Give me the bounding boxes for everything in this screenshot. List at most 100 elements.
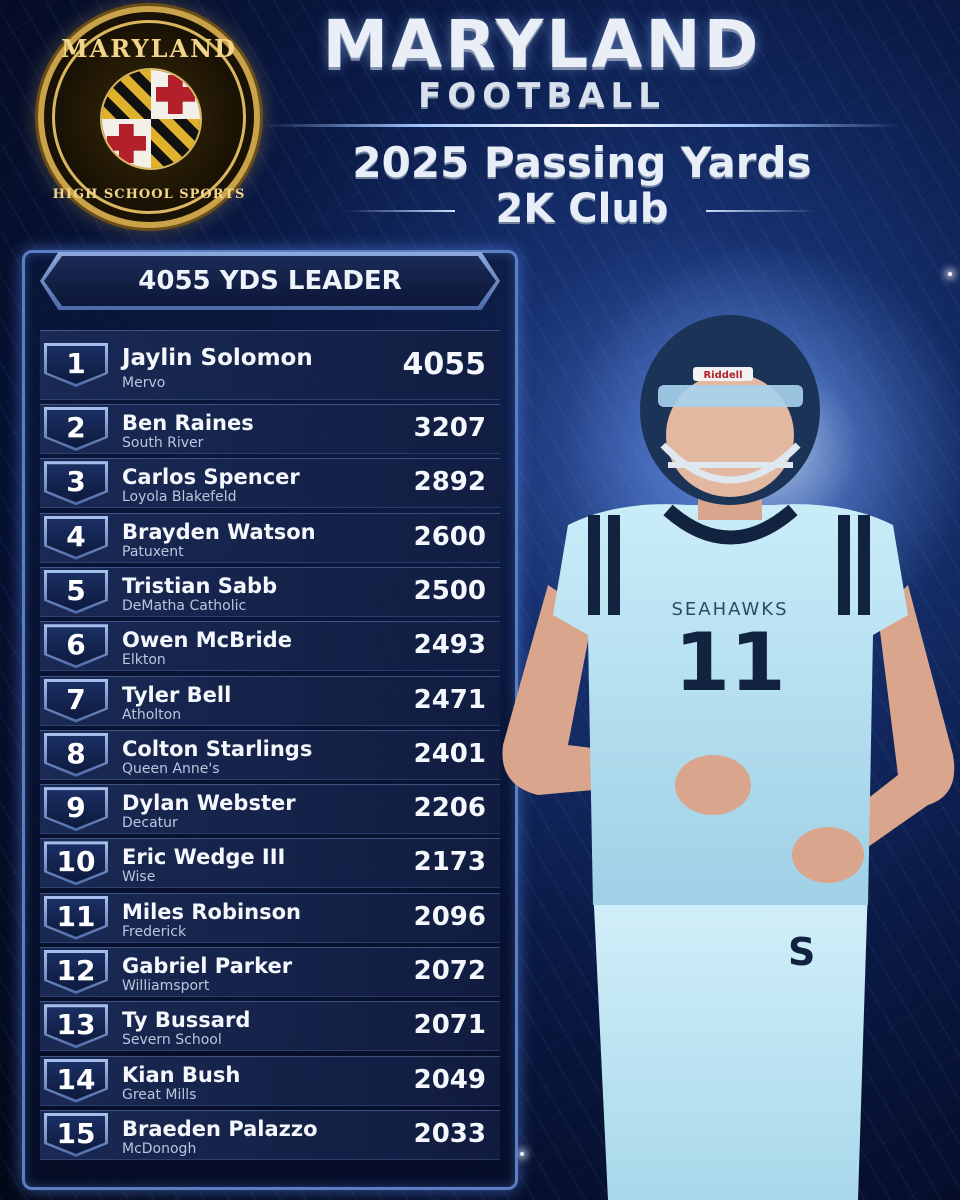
star-sparkle <box>520 1152 524 1156</box>
rank-badge: 15 <box>44 1112 108 1157</box>
player-yards: 2072 <box>413 956 486 986</box>
player-name: Tristian Sabb <box>122 573 278 598</box>
player-school: McDonogh <box>122 1140 197 1157</box>
logo-text-bottom: HIGH SCHOOL SPORTS <box>52 187 246 202</box>
rank-number: 12 <box>47 953 105 991</box>
leaderboard-row: 9 Dylan Webster Decatur 2206 <box>40 784 500 835</box>
player-yards: 2500 <box>413 575 486 606</box>
leader-banner: 4055 YDS LEADER <box>44 256 496 306</box>
logo-text-top: MARYLAND <box>61 34 237 63</box>
rank-badge: 4 <box>44 515 108 560</box>
rank-number: 14 <box>47 1061 105 1100</box>
maryland-flag-icon <box>100 68 202 170</box>
rank-number: 7 <box>47 681 105 720</box>
header-divider <box>262 124 902 127</box>
helmet-brand: Riddell <box>703 370 742 381</box>
player-school: DeMatha Catholic <box>122 597 247 614</box>
rank-number: 8 <box>47 735 105 774</box>
leaderboard-row: 7 Tyler Bell Atholton 2471 <box>40 675 500 726</box>
player-school: Severn School <box>122 1032 222 1049</box>
player-name: Owen McBride <box>122 628 292 653</box>
rank-badge: 2 <box>44 407 108 451</box>
player-school: Loyola Blakefeld <box>122 489 237 506</box>
player-school: Wise <box>122 869 156 886</box>
player-school: Williamsport <box>122 978 210 994</box>
leaderboard-row: 14 Kian Bush Great Mills 2049 <box>40 1055 500 1106</box>
player-school: Elkton <box>122 652 166 669</box>
rank-number: 9 <box>47 790 105 829</box>
rank-number: 3 <box>47 464 105 503</box>
player-school: Mervo <box>122 375 166 391</box>
club-decoration-right <box>706 210 816 212</box>
player-yards: 2206 <box>413 793 486 824</box>
player-yards: 2173 <box>413 847 486 878</box>
player-yards: 2033 <box>413 1118 486 1149</box>
rank-badge: 9 <box>44 787 108 832</box>
player-school: Great Mills <box>122 1086 197 1103</box>
player-name: Ty Bussard <box>122 1008 251 1033</box>
player-yards: 2493 <box>413 630 486 661</box>
player-school: Frederick <box>122 923 187 940</box>
rank-badge: 13 <box>44 1004 108 1049</box>
player-yards: 2049 <box>413 1064 486 1095</box>
player-yards: 2892 <box>413 467 486 498</box>
pants-letter: S <box>788 930 815 974</box>
maryland-hss-logo: MARYLAND HIGH SCHOOL SPORTS <box>38 6 260 228</box>
jersey-number: 11 <box>674 616 785 709</box>
player-name: Jaylin Solomon <box>122 345 313 371</box>
rank-number: 5 <box>47 572 105 611</box>
leaderboard-row: 4 Brayden Watson Patuxent 2600 <box>40 512 500 563</box>
rank-badge: 1 <box>44 343 108 387</box>
player-name: Tyler Bell <box>122 682 232 707</box>
rank-number: 6 <box>47 627 105 666</box>
player-name: Miles Robinson <box>122 899 302 924</box>
leaderboard-row: 5 Tristian Sabb DeMatha Catholic 2500 <box>40 566 500 617</box>
player-school: Decatur <box>122 815 178 832</box>
leaderboard-row: 8 Colton Starlings Queen Anne's 2401 <box>40 729 500 780</box>
headline: 2025 Passing Yards <box>352 138 812 187</box>
player-yards: 2471 <box>413 684 486 715</box>
player-yards: 2401 <box>413 738 486 769</box>
quarterback-player-illustration: S SEAHAWKS 11 Riddell <box>502 315 955 1200</box>
player-yards: 2071 <box>413 1010 486 1041</box>
player-name: Kian Bush <box>122 1062 241 1087</box>
rank-number: 1 <box>47 346 105 384</box>
rank-badge: 14 <box>44 1058 108 1103</box>
player-yards: 4055 <box>402 347 487 382</box>
rank-badge: 7 <box>44 678 108 723</box>
star-sparkle <box>948 272 952 276</box>
leaderboard-row: 15 Braeden Palazzo McDonogh 2033 <box>40 1109 500 1160</box>
player-name: Gabriel Parker <box>122 954 293 978</box>
player-yards: 3207 <box>413 413 486 443</box>
player-name: Carlos Spencer <box>122 465 300 490</box>
leaderboard-row: 11 Miles Robinson Frederick 2096 <box>40 892 500 943</box>
club-decoration-left <box>345 210 455 212</box>
rank-badge: 5 <box>44 569 108 614</box>
jersey-team-name: SEAHAWKS <box>671 599 788 620</box>
player-name: Ben Raines <box>122 411 254 435</box>
rank-number: 13 <box>47 1007 105 1046</box>
page-subtitle: FOOTBALL <box>418 76 666 116</box>
rank-badge: 3 <box>44 461 108 506</box>
player-name: Brayden Watson <box>122 519 316 544</box>
player-name: Braeden Palazzo <box>122 1116 318 1141</box>
jersey <box>553 504 908 905</box>
leaderboard-row: 13 Ty Bussard Severn School 2071 <box>40 1001 500 1052</box>
rank-number: 11 <box>47 898 105 937</box>
rank-badge: 8 <box>44 732 108 777</box>
rank-badge: 10 <box>44 841 108 886</box>
player-name: Dylan Webster <box>122 791 296 816</box>
player-school: Patuxent <box>122 543 184 560</box>
player-school: South River <box>122 435 204 451</box>
rank-badge: 12 <box>44 950 108 994</box>
page-title: MARYLAND <box>322 6 762 83</box>
player-name: Eric Wedge III <box>122 845 286 870</box>
rank-badge: 11 <box>44 895 108 940</box>
rank-badge: 6 <box>44 624 108 669</box>
player-yards: 2096 <box>413 901 486 932</box>
player-name: Colton Starlings <box>122 736 313 761</box>
player-school: Queen Anne's <box>122 760 220 777</box>
rank-number: 10 <box>47 844 105 883</box>
rank-number: 4 <box>47 518 105 557</box>
player-school: Atholton <box>122 706 182 723</box>
